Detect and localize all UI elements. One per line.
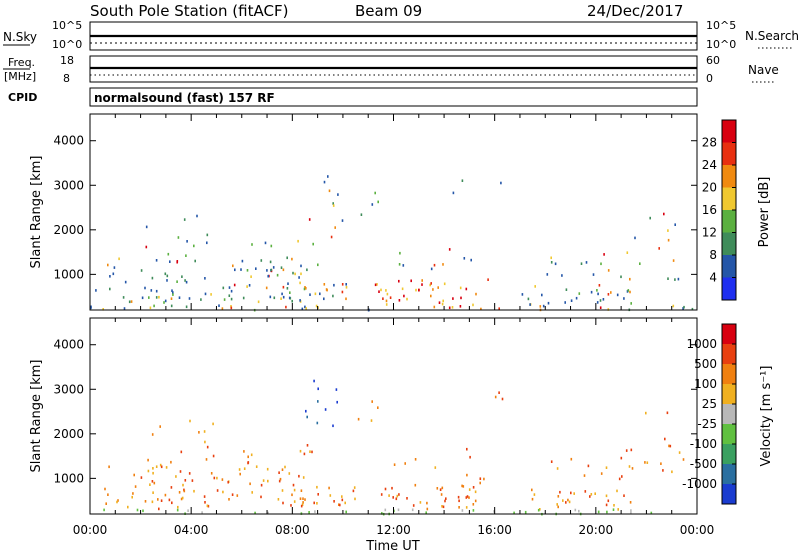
colorbar-swatch [722, 444, 736, 465]
station-title: South Pole Station (fitACF) [90, 2, 288, 20]
date-label: 24/Dec/2017 [587, 2, 683, 20]
colorbar-frame [721, 323, 737, 505]
colorbar-tick-label: 4 [709, 271, 717, 285]
ytick-label: 3000 [53, 178, 84, 192]
colorbar-swatch [722, 344, 736, 365]
nave-hi: 60 [706, 54, 720, 67]
power-colorbar: 4 8 12 16 20 24 28 [702, 119, 737, 301]
colorbar-tick-label: -1000 [682, 477, 717, 491]
xtick-label: 16:00 [477, 523, 512, 537]
velocity-axes: 1000 2000 3000 4000 [53, 318, 698, 514]
xtick-label: 00:00 [73, 523, 108, 537]
colorbar-tick-label: 24 [702, 158, 717, 172]
power-cbar-label: Power [dB] [757, 177, 772, 248]
colorbar-tick-label: -100 [690, 437, 717, 451]
colorbar-swatch [722, 187, 736, 211]
cpid-label: CPID [8, 91, 37, 104]
nsky-label: N.Sky [3, 30, 37, 44]
colorbar-tick-label: -25 [697, 417, 717, 431]
cpid-value: normalsound (fast) 157 RF [94, 91, 275, 105]
colorbar-swatch [722, 384, 736, 405]
colorbar-swatch [722, 165, 736, 188]
ytick-label: 4000 [53, 338, 84, 352]
colorbar-tick-label: 25 [702, 397, 717, 411]
colorbar-swatch [722, 210, 736, 233]
colorbar-swatch [722, 120, 736, 143]
colorbar-tick-label: 100 [694, 377, 717, 391]
colorbar-swatch [722, 424, 736, 445]
nsky-lo: 10^0 [52, 38, 82, 51]
ytick-label: 3000 [53, 382, 84, 396]
colorbar-swatch [722, 404, 736, 425]
ytick-label: 1000 [53, 267, 84, 281]
colorbar-swatch [722, 255, 736, 278]
ytick-label: 1000 [53, 471, 84, 485]
xtick-label: 04:00 [174, 523, 209, 537]
colorbar-swatch [722, 484, 736, 505]
freq-lo: 8 [63, 72, 70, 85]
freq-hi: 18 [60, 54, 74, 67]
power-data [90, 175, 694, 312]
velocity-ylabel: Slant Range [km] [29, 360, 44, 473]
xtick-label: 00:00 [680, 523, 715, 537]
power-panel-bg [90, 114, 697, 310]
nsearch-hi: 10^5 [706, 19, 736, 32]
nave-lo: 0 [706, 72, 713, 85]
velocity-data [103, 379, 685, 516]
velocity-panel-bg [90, 318, 697, 514]
ytick-label: 4000 [53, 134, 84, 148]
colorbar-swatch [722, 364, 736, 385]
colorbar-tick-label: 28 [702, 136, 717, 150]
colorbar-swatch [722, 142, 736, 166]
ytick-label: 2000 [53, 427, 84, 441]
freq-unit: [MHz] [4, 70, 36, 83]
xtick-label: 12:00 [376, 523, 411, 537]
nsky-hi: 10^5 [52, 19, 82, 32]
xtick-label: 08:00 [275, 523, 310, 537]
beam-label: Beam 09 [355, 2, 422, 20]
power-axes: 1000 2000 3000 4000 [53, 114, 698, 310]
xtick-label: 20:00 [579, 523, 614, 537]
freq-label: Freq. [8, 56, 35, 69]
power-ylabel: Slant Range [km] [29, 156, 44, 269]
velocity-colorbar: 1000 500 100 25 -25 -100 -500 -1000 [682, 323, 737, 505]
ytick-label: 2000 [53, 223, 84, 237]
colorbar-tick-label: 16 [702, 203, 717, 217]
colorbar-tick-label: 1000 [686, 337, 717, 351]
velocity-cbar-label: Velocity [m s⁻¹] [759, 366, 774, 467]
colorbar-swatch [722, 277, 736, 301]
cpid-strip-frame [89, 87, 698, 107]
colorbar-swatch [722, 232, 736, 256]
time-axis: 00:00 04:00 08:00 12:00 16:00 20:00 00:00 [73, 523, 715, 537]
colorbar-tick-label: 20 [702, 181, 717, 195]
nsearch-label: N.Search [745, 29, 799, 43]
nave-label: Nave [748, 63, 779, 77]
colorbar-swatch [722, 324, 736, 345]
time-axis-label: Time UT [365, 539, 419, 554]
colorbar-tick-label: 12 [702, 226, 717, 240]
colorbar-swatch [722, 464, 736, 485]
colorbar-tick-label: -500 [690, 457, 717, 471]
colorbar-tick-label: 8 [709, 248, 717, 262]
nsearch-lo: 10^0 [706, 38, 736, 51]
colorbar-tick-label: 500 [694, 357, 717, 371]
